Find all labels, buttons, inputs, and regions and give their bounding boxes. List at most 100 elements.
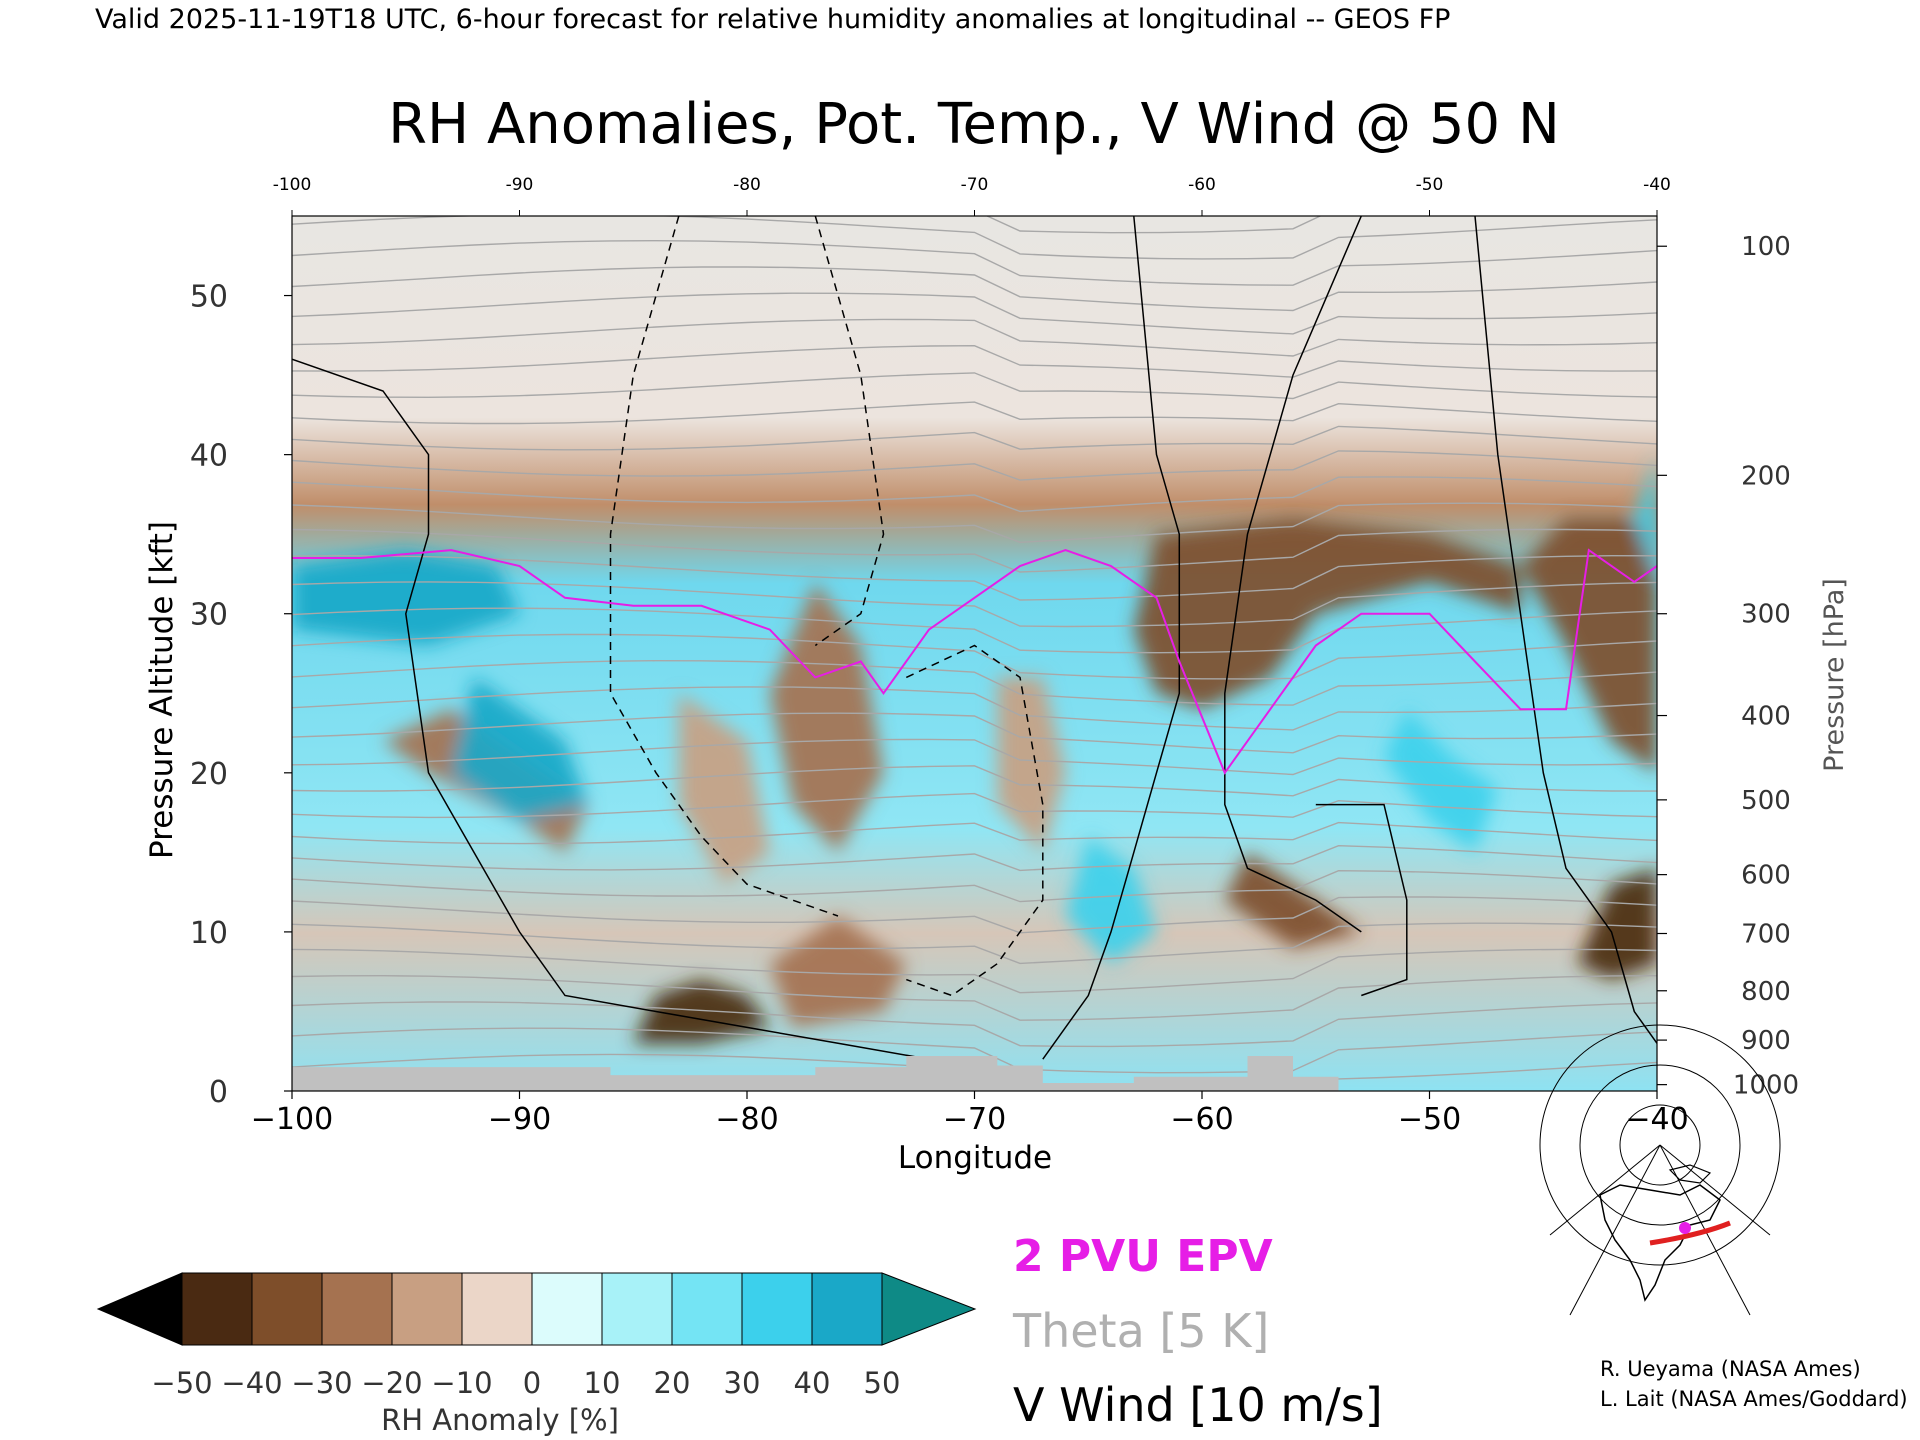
vwind-contour-negative: [814, 216, 885, 647]
colorbar-tick-label: −10: [431, 1366, 492, 1400]
x-tick-label: −60: [1170, 1102, 1233, 1137]
legend-vwind: V Wind [10 m/s]: [1013, 1378, 1383, 1432]
colorbar-bin: [601, 1272, 673, 1346]
theta-contour: [292, 792, 1657, 819]
pressure-tick-label: 400: [1741, 702, 1791, 732]
top-tick-label: -60: [1188, 175, 1216, 195]
theta-contour: [292, 975, 1657, 1021]
y-tick-label: 30: [190, 598, 228, 633]
colorbar-bin: [461, 1272, 533, 1346]
x-tick-label: −90: [488, 1102, 551, 1137]
colorbar-tick-label: −50: [151, 1366, 212, 1400]
credit-line-1: R. Ueyama (NASA Ames): [1600, 1357, 1861, 1381]
theta-contour: [292, 372, 1657, 400]
theta-contour: [292, 450, 1657, 481]
colorbar-bin: [531, 1272, 603, 1346]
pressure-tick-label: 300: [1741, 600, 1791, 630]
theta-contour: [292, 633, 1657, 680]
x-tick-label: −100: [251, 1102, 333, 1137]
top-tick-label: -80: [733, 175, 761, 195]
colorbar-bin: [671, 1272, 743, 1346]
credit-line-2: L. Lait (NASA Ames/Goddard): [1600, 1387, 1908, 1411]
legend-theta: Theta [5 K]: [1012, 1304, 1269, 1358]
theta-contour: [292, 528, 1657, 573]
theta-contour: [292, 581, 1657, 628]
theta-contour: [292, 712, 1657, 754]
x-tick-label: −80: [715, 1102, 778, 1137]
theta-contour: [292, 239, 1657, 286]
theta-contour: [292, 660, 1657, 706]
colorbar-min-arrow: [96, 1272, 183, 1346]
pressure-tick-label: 800: [1741, 977, 1791, 1007]
colorbar-bin: [811, 1272, 883, 1346]
colorbar-tick-label: 0: [523, 1366, 541, 1400]
colorbar-tick-label: −30: [291, 1366, 352, 1400]
pressure-tick-label: 700: [1741, 920, 1791, 950]
theta-contour: [292, 318, 1657, 357]
rh-anomaly-region: [451, 677, 588, 821]
theta-contour: [292, 922, 1657, 965]
y-tick-label: 40: [190, 439, 228, 474]
x-tick-label: −70: [943, 1102, 1006, 1137]
top-tick-label: -70: [961, 175, 989, 195]
legend-epv: 2 PVU EPV: [1013, 1231, 1273, 1282]
epv-2pvu-contour: [292, 548, 1657, 775]
plot-background: [292, 216, 1657, 1091]
vwind-contour-zero: [292, 358, 930, 1060]
vwind-contour-zero: [1474, 216, 1657, 1044]
theta-contour: [292, 869, 1657, 903]
rh-anomaly-region: [1065, 836, 1157, 964]
pressure-tick-label: 900: [1741, 1026, 1791, 1056]
pressure-tick-label: 1000: [1733, 1071, 1799, 1101]
theta-contour: [292, 738, 1657, 776]
colorbar-tick-label: 50: [864, 1366, 901, 1400]
plot-area: −100 −90 −80 −70 −60 −50 −40 -100 -90 -80 -70 -60 -…: [190, 175, 1799, 1137]
vwind-contour-positive: [1224, 216, 1362, 933]
pressure-axis-label: Pressure [hPa]: [1819, 578, 1850, 772]
colorbar: −50 −40 −30 −20 −10 0 10 20 30 40 50: [96, 1272, 977, 1400]
theta-contour: [292, 948, 1657, 994]
vwind-contour-negative: [905, 644, 1044, 997]
colorbar-max-arrow: [881, 1272, 977, 1346]
locator-map-icon: [1539, 1024, 1781, 1316]
theta-contour: [292, 1001, 1657, 1048]
colorbar-tick-label: 20: [654, 1366, 691, 1400]
theta-contour: [292, 344, 1657, 378]
colorbar-tick-label: 30: [724, 1366, 761, 1400]
theta-contour: [292, 292, 1657, 335]
rh-anomaly-region: [1224, 852, 1362, 948]
theta-contour: [292, 1027, 1657, 1074]
top-tick-label: -50: [1416, 175, 1444, 195]
rh-anomaly-region: [1577, 868, 1657, 980]
colorbar-tick-label: 40: [794, 1366, 831, 1400]
pressure-tick-label: 500: [1741, 786, 1791, 816]
colorbar-bin: [741, 1272, 813, 1346]
theta-contour: [292, 554, 1657, 601]
top-tick-label: -40: [1643, 175, 1671, 195]
vwind-contour-negative: [609, 216, 839, 917]
chart-title: RH Anomalies, Pot. Temp., V Wind @ 50 N: [388, 92, 1560, 157]
rh-anomaly-region: [769, 581, 884, 853]
pressure-tick-label: 600: [1741, 861, 1791, 891]
x-tick-label: −40: [1625, 1102, 1688, 1137]
theta-contour: [292, 266, 1657, 312]
top-tick-label: -100: [273, 175, 312, 195]
rh-anomaly-region: [769, 916, 907, 1028]
y-tick-label: 20: [190, 757, 228, 792]
rh-anomaly-region: [1133, 518, 1521, 710]
theta-contour: [292, 607, 1657, 654]
y-tick-label: 0: [209, 1075, 228, 1110]
top-tick-label: -90: [506, 175, 534, 195]
colorbar-tick-label: −20: [361, 1366, 422, 1400]
vwind-contour-positive: [1315, 803, 1408, 997]
theta-contour: [292, 765, 1657, 797]
theta-contour: [292, 401, 1657, 425]
terrain-mask: [292, 1056, 1339, 1091]
colorbar-tick-label: −40: [221, 1366, 282, 1400]
colorbar-tick-label: 10: [584, 1366, 621, 1400]
theta-contour: [292, 844, 1657, 872]
y-tick-label: 10: [190, 916, 228, 951]
vwind-contour-zero: [1042, 216, 1181, 1060]
colorbar-bin: [181, 1272, 253, 1346]
